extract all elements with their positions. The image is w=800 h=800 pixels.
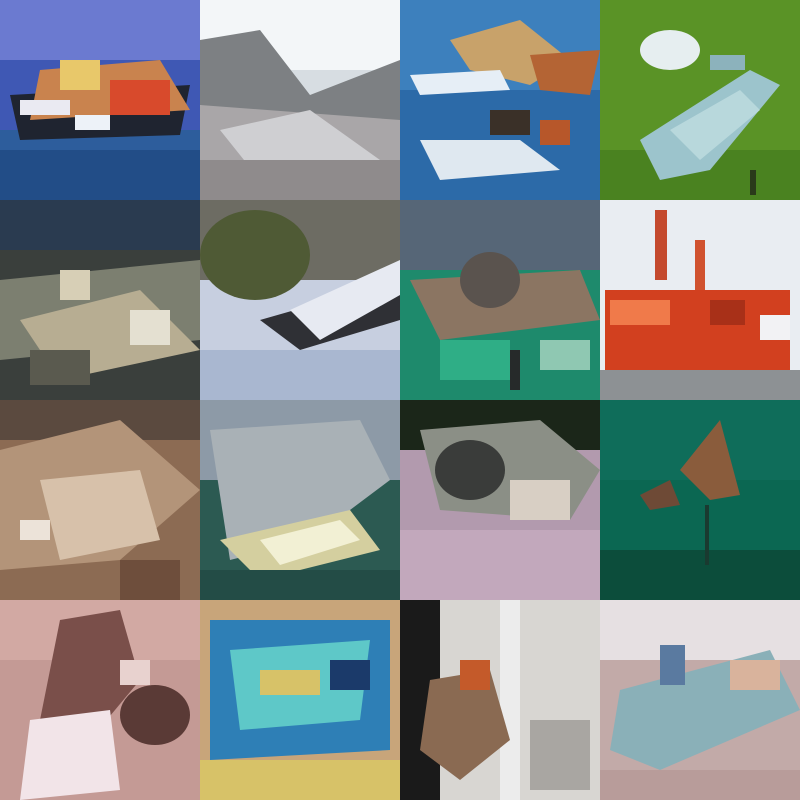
animal-by-water-image [400, 200, 600, 400]
tile-r2c2 [200, 200, 400, 400]
cat-on-blanket-image [400, 400, 600, 600]
boats-in-harbor-image [400, 0, 600, 200]
cluttered-scene-image [0, 200, 200, 400]
tile-r4c1 [0, 600, 200, 800]
tile-r4c3 [400, 600, 600, 800]
grey-airplane-image [200, 0, 400, 200]
pink-cat-portrait-image [0, 600, 200, 800]
bird-on-rock-image [600, 600, 800, 800]
street-with-dog-image [400, 600, 600, 800]
bird-on-grass-image [600, 0, 800, 200]
blue-yellow-object-image [200, 600, 400, 800]
tile-r2c1 [0, 200, 200, 400]
tile-r3c2 [200, 400, 400, 600]
tile-r3c3 [400, 400, 600, 600]
white-boat-deck-image [200, 400, 400, 600]
brown-animal-closeup-image [0, 400, 200, 600]
tile-r1c4 [600, 0, 800, 200]
tile-r1c2 [200, 0, 400, 200]
tile-r2c3 [400, 200, 600, 400]
ship-on-water-image [0, 0, 200, 200]
red-vehicle-image [600, 200, 800, 400]
tile-r3c4 [600, 400, 800, 600]
tile-r1c3 [400, 0, 600, 200]
tile-r2c4 [600, 200, 800, 400]
aircraft-in-sky-image [200, 200, 400, 400]
boat-in-green-sea-image [600, 400, 800, 600]
tile-r4c4 [600, 600, 800, 800]
tile-r4c2 [200, 600, 400, 800]
tile-r3c1 [0, 400, 200, 600]
tile-r1c1 [0, 0, 200, 200]
